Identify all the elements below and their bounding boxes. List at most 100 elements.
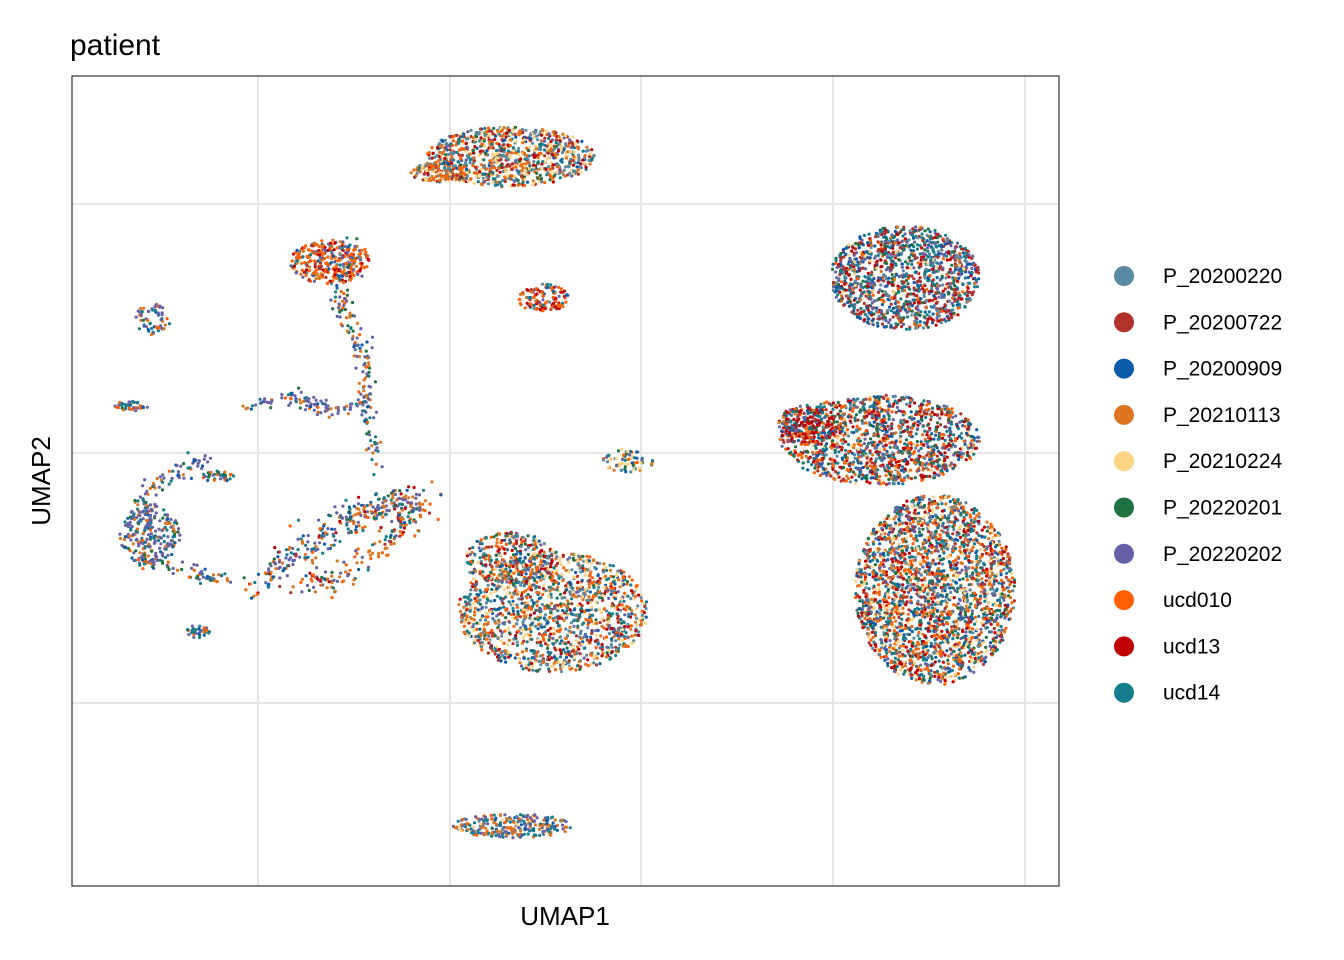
data-point	[434, 160, 438, 164]
data-point	[575, 595, 579, 599]
data-point	[526, 832, 530, 836]
data-point	[951, 304, 955, 308]
data-point	[497, 585, 501, 589]
data-point	[535, 654, 539, 658]
data-point	[495, 141, 499, 145]
data-point	[526, 546, 531, 550]
data-point	[525, 640, 529, 644]
data-point	[901, 269, 906, 273]
data-point	[500, 650, 505, 654]
data-point	[573, 161, 577, 165]
data-point	[627, 612, 631, 616]
data-point	[500, 148, 504, 152]
data-point	[910, 233, 915, 237]
data-point	[609, 582, 613, 586]
data-point	[834, 270, 838, 274]
data-point	[150, 326, 154, 331]
data-point	[458, 148, 462, 152]
data-point	[587, 608, 591, 613]
data-point	[499, 553, 503, 557]
data-point	[839, 294, 844, 298]
data-point	[352, 273, 356, 278]
data-point	[844, 281, 848, 285]
data-point	[520, 169, 524, 173]
data-point	[131, 542, 135, 546]
data-point	[483, 151, 488, 155]
data-point	[476, 560, 480, 565]
data-point	[485, 829, 489, 833]
data-point	[559, 290, 563, 294]
data-point	[473, 138, 478, 142]
data-point	[576, 172, 580, 176]
data-point	[526, 827, 530, 831]
data-point	[305, 271, 309, 275]
data-point	[574, 613, 578, 617]
data-point	[310, 244, 314, 248]
data-point	[910, 262, 914, 266]
data-point	[431, 151, 435, 155]
data-point	[338, 258, 342, 262]
data-point	[502, 126, 506, 130]
data-point	[527, 663, 531, 667]
data-point	[192, 635, 196, 640]
data-point	[534, 130, 538, 134]
data-point	[569, 150, 573, 154]
data-point	[435, 154, 439, 158]
data-point	[892, 291, 896, 295]
data-point	[511, 583, 515, 587]
data-point	[573, 141, 578, 145]
data-point	[514, 616, 518, 620]
data-point	[504, 135, 508, 139]
data-point	[313, 265, 317, 269]
data-point	[541, 564, 545, 568]
data-point	[921, 301, 925, 305]
data-point	[551, 180, 555, 184]
data-point	[478, 598, 482, 602]
data-point	[533, 813, 537, 817]
data-point	[486, 631, 490, 635]
data-point	[550, 815, 555, 819]
data-point	[514, 140, 518, 144]
data-point	[358, 258, 362, 262]
data-point	[563, 661, 567, 665]
data-point	[131, 399, 135, 404]
data-point	[530, 828, 534, 832]
data-point	[578, 614, 582, 619]
data-point	[462, 178, 466, 182]
data-point	[622, 582, 626, 587]
data-point	[474, 580, 478, 584]
data-point	[607, 632, 612, 636]
data-point	[460, 146, 464, 150]
data-point	[537, 133, 541, 137]
data-point	[881, 279, 886, 283]
data-point	[521, 141, 525, 145]
data-point	[886, 308, 890, 312]
data-point	[497, 148, 501, 152]
data-point	[559, 602, 563, 606]
data-point	[896, 300, 901, 304]
data-point	[455, 166, 459, 170]
data-point	[542, 555, 546, 559]
data-point	[952, 250, 956, 254]
data-point	[487, 641, 491, 645]
data-point	[503, 656, 507, 660]
data-point	[334, 264, 338, 268]
data-point	[539, 177, 544, 181]
data-point	[600, 654, 604, 658]
data-point	[492, 607, 497, 611]
data-point	[518, 583, 523, 587]
data-point	[903, 308, 907, 312]
data-point	[529, 563, 534, 567]
data-point	[953, 246, 957, 250]
data-point	[496, 174, 500, 178]
data-point	[578, 165, 582, 169]
data-point	[127, 406, 132, 410]
data-point	[425, 169, 429, 173]
data-point	[627, 462, 632, 466]
data-point	[949, 244, 953, 248]
data-point	[590, 148, 594, 152]
data-point	[499, 163, 503, 167]
data-point	[572, 631, 576, 635]
data-point	[472, 577, 476, 582]
data-point	[535, 171, 539, 175]
